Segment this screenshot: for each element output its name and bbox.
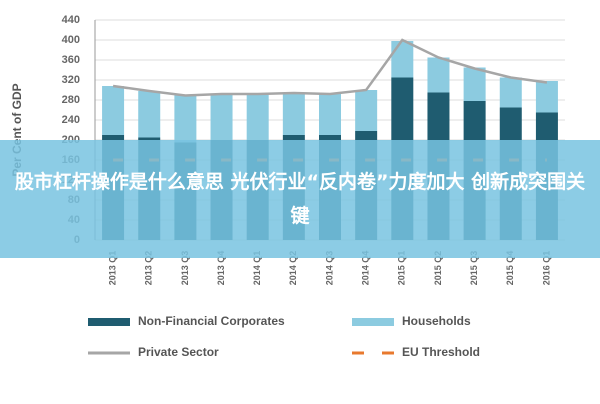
bar-segment [174, 95, 197, 143]
bar-segment [391, 41, 414, 78]
x-tick-label: 2014 Q1 [252, 251, 262, 286]
legend-swatch [352, 318, 394, 326]
y-tick-label: 320 [62, 74, 80, 86]
bar-segment [463, 67, 486, 101]
bar-segment [427, 57, 450, 93]
legend-swatch [88, 318, 130, 326]
x-tick-label: 2013 Q1 [107, 251, 117, 286]
y-tick-label: 360 [62, 54, 80, 66]
legend-label: Households [402, 314, 471, 328]
y-tick-label: 400 [62, 34, 80, 46]
bar-segment [499, 77, 522, 108]
bar-segment [535, 81, 558, 113]
y-tick-label: 440 [62, 14, 80, 26]
banner: 股市杠杆操作是什么意思 光伏行业“反内卷”力度加大 创新成突围关键 [0, 140, 600, 258]
bar-segment [210, 94, 233, 140]
x-tick-label: 2014 Q3 [324, 251, 334, 286]
banner-text: 股市杠杆操作是什么意思 光伏行业“反内卷”力度加大 创新成突围关键 [14, 171, 586, 227]
bar-segment [355, 90, 378, 131]
y-tick-label: 240 [62, 114, 80, 126]
bar-segment [282, 92, 305, 135]
bar-segment [138, 91, 161, 138]
x-tick-label: 2016 Q1 [541, 251, 551, 286]
x-tick-label: 2013 Q4 [216, 251, 226, 286]
line [112, 38, 548, 97]
legend-label: Private Sector [138, 345, 219, 359]
x-tick-label: 2013 Q2 [144, 251, 154, 286]
legend-label: EU Threshold [402, 345, 480, 359]
legend-label: Non-Financial Corporates [138, 314, 285, 328]
x-tick-label: 2014 Q2 [288, 251, 298, 286]
bar-segment [246, 94, 269, 140]
x-tick-label: 2015 Q3 [469, 251, 479, 286]
y-tick-label: 280 [62, 94, 80, 106]
x-tick-label: 2014 Q4 [361, 251, 371, 286]
x-tick-label: 2015 Q4 [505, 251, 515, 286]
x-tick-label: 2015 Q2 [433, 251, 443, 286]
bar-segment [319, 93, 341, 135]
bar-segment [102, 86, 125, 135]
x-tick-label: 2013 Q3 [180, 251, 190, 286]
x-tick-label: 2015 Q1 [397, 251, 407, 286]
